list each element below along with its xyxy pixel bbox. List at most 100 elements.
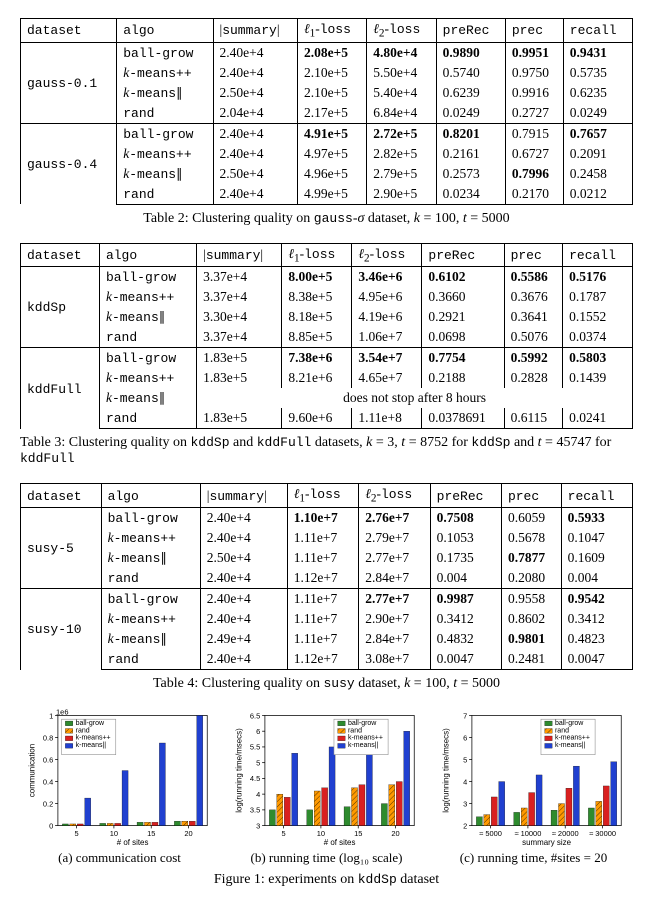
prec-cell: 0.8602 <box>501 609 561 629</box>
l2-cell: 1.06e+7 <box>352 327 422 348</box>
l1-cell: 1.11e+7 <box>287 609 358 629</box>
recall-cell: 0.9431 <box>563 42 632 63</box>
svg-text:≈ 30000: ≈ 30000 <box>589 829 616 838</box>
svg-text:rand: rand <box>76 727 90 734</box>
prec-cell: 0.6727 <box>505 144 563 164</box>
table-row: k-means++2.40e+41.11e+72.90e+70.34120.86… <box>21 609 633 629</box>
prec-cell: 0.7996 <box>505 164 563 184</box>
svg-text:3: 3 <box>256 821 260 830</box>
algo-cell: k-means∥ <box>99 388 196 408</box>
summary-cell: 2.04e+4 <box>213 103 297 124</box>
chart-c: 234567≈ 5000≈ 10000≈ 20000≈ 30000summary… <box>434 708 633 848</box>
svg-text:k-means++: k-means++ <box>348 735 383 742</box>
prec-cell: 0.3676 <box>504 287 563 307</box>
l1-cell: 2.17e+5 <box>297 103 366 124</box>
algo-cell: k-means∥ <box>99 307 196 327</box>
l2-cell: 5.50e+4 <box>367 63 436 83</box>
l2-cell: 2.84e+7 <box>359 629 430 649</box>
algo-cell: k-means∥ <box>117 83 213 103</box>
l1-cell: 1.11e+7 <box>287 629 358 649</box>
l2-cell: 1.11e+8 <box>352 408 422 429</box>
col-header: ℓ2-loss <box>359 484 430 508</box>
col-header: recall <box>561 484 632 508</box>
prerec-cell: 0.8201 <box>436 123 505 144</box>
svg-text:4.5: 4.5 <box>250 774 260 783</box>
col-header: ℓ2-loss <box>367 19 436 43</box>
col-header: dataset <box>21 243 100 267</box>
col-header: prec <box>505 19 563 43</box>
table-4: datasetalgo|summary|ℓ1-lossℓ2-losspreRec… <box>20 483 633 670</box>
prerec-cell: 0.5740 <box>436 63 505 83</box>
prerec-cell: 0.4832 <box>430 629 501 649</box>
svg-text:k-means++: k-means++ <box>555 735 590 742</box>
svg-text:# of sites: # of sites <box>117 838 149 847</box>
l2-cell: 2.79e+5 <box>367 164 436 184</box>
prerec-cell: 0.1735 <box>430 548 501 568</box>
algo-cell: ball-grow <box>117 42 213 63</box>
prec-cell: 0.7877 <box>501 548 561 568</box>
figure-1: 00.20.40.60.811e65101520# of sitescommun… <box>20 708 633 866</box>
l2-cell: 2.82e+5 <box>367 144 436 164</box>
svg-text:0.4: 0.4 <box>43 777 53 786</box>
svg-text:k-means||: k-means|| <box>76 742 107 749</box>
prerec-cell: 0.6239 <box>436 83 505 103</box>
table-row: k-means++3.37e+48.38e+54.95e+60.36600.36… <box>21 287 633 307</box>
svg-text:5: 5 <box>256 759 260 768</box>
l2-cell: 2.77e+7 <box>359 589 430 610</box>
algo-cell: k-means++ <box>101 609 200 629</box>
l2-cell: 2.76e+7 <box>359 508 430 529</box>
summary-cell: 2.40e+4 <box>200 649 287 670</box>
l1-cell: 8.85e+5 <box>282 327 352 348</box>
svg-text:7: 7 <box>463 711 467 720</box>
table-row: rand1.83e+59.60e+61.11e+80.03786910.6115… <box>21 408 633 429</box>
prec-cell: 0.5678 <box>501 528 561 548</box>
svg-text:0.2: 0.2 <box>43 799 53 808</box>
svg-text:6.5: 6.5 <box>250 711 260 720</box>
summary-cell: 2.40e+4 <box>213 123 297 144</box>
l1-cell: 8.38e+5 <box>282 287 352 307</box>
svg-text:log(running time/msecs): log(running time/msecs) <box>442 728 451 813</box>
dataset-cell: kddSp <box>21 267 100 348</box>
col-header: |summary| <box>213 19 297 43</box>
prec-cell: 0.5992 <box>504 348 563 369</box>
note-cell: does not stop after 8 hours <box>197 388 633 408</box>
prec-cell: 0.6059 <box>501 508 561 529</box>
prec-cell: 0.9558 <box>501 589 561 610</box>
l1-cell: 2.10e+5 <box>297 83 366 103</box>
summary-cell: 2.40e+4 <box>213 42 297 63</box>
prec-cell: 0.9801 <box>501 629 561 649</box>
svg-text:15: 15 <box>354 829 362 838</box>
l1-cell: 4.99e+5 <box>297 184 366 205</box>
svg-text:2: 2 <box>463 821 467 830</box>
recall-cell: 0.1787 <box>563 287 633 307</box>
prerec-cell: 0.0378691 <box>422 408 504 429</box>
l1-cell: 1.11e+7 <box>287 589 358 610</box>
table-2: datasetalgo|summary|ℓ1-lossℓ2-losspreRec… <box>20 18 633 205</box>
col-header: recall <box>563 243 633 267</box>
recall-cell: 0.6235 <box>563 83 632 103</box>
summary-cell: 2.40e+4 <box>213 144 297 164</box>
col-header: preRec <box>422 243 504 267</box>
table-row: kddFullball-grow1.83e+57.38e+63.54e+70.7… <box>21 348 633 369</box>
recall-cell: 0.0249 <box>563 103 632 124</box>
table-row: k-means∥2.49e+41.11e+72.84e+70.48320.980… <box>21 629 633 649</box>
algo-cell: rand <box>99 408 196 429</box>
recall-cell: 0.0241 <box>563 408 633 429</box>
algo-cell: k-means++ <box>99 368 196 388</box>
l1-cell: 8.00e+5 <box>282 267 352 288</box>
summary-cell: 2.40e+4 <box>213 63 297 83</box>
svg-text:5: 5 <box>74 829 78 838</box>
l1-cell: 1.11e+7 <box>287 548 358 568</box>
recall-cell: 0.2091 <box>563 144 632 164</box>
recall-cell: 0.3412 <box>561 609 632 629</box>
l2-cell: 2.90e+7 <box>359 609 430 629</box>
prec-cell: 0.9750 <box>505 63 563 83</box>
prec-cell: 0.5586 <box>504 267 563 288</box>
l1-cell: 8.21e+6 <box>282 368 352 388</box>
prerec-cell: 0.0234 <box>436 184 505 205</box>
svg-text:communication: communication <box>28 744 37 797</box>
l1-cell: 8.18e+5 <box>282 307 352 327</box>
dataset-cell: kddFull <box>21 348 100 429</box>
recall-cell: 0.1609 <box>561 548 632 568</box>
prerec-cell: 0.3412 <box>430 609 501 629</box>
